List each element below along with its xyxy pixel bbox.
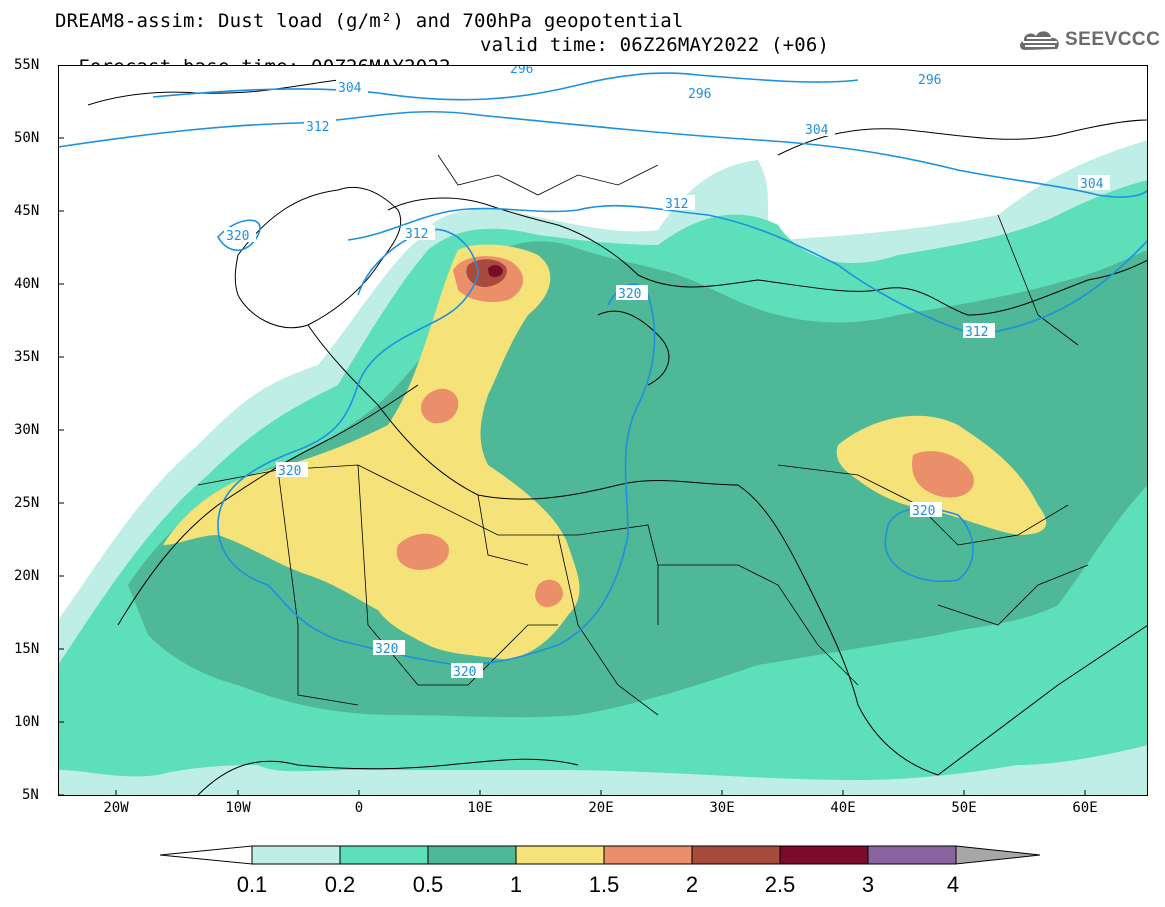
contour-label-312-b: 312: [665, 197, 688, 212]
seevccc-logo: SEEVCCC: [1017, 24, 1160, 60]
lon-label-20w: 20W: [103, 800, 129, 816]
lat-label-55n: 55N: [14, 57, 40, 73]
contour-label-296-c: 296: [918, 73, 941, 88]
logo-text: SEEVCCC: [1065, 29, 1161, 50]
lat-label-50n: 50N: [14, 130, 40, 146]
dust-map: 296 296 296 304 304 304 312 312 312 312 …: [58, 65, 1148, 796]
colorbar-label-3: 3: [861, 872, 875, 897]
colorbar-swatch-4: [515, 845, 605, 865]
map-title: DREAM8-assim: Dust load (g/m²) and 700hP…: [55, 10, 684, 32]
contour-label-296-a: 296: [510, 65, 533, 77]
colorbar-swatch-5: [603, 845, 693, 865]
contour-label-312-a: 312: [306, 120, 329, 135]
lat-label-10n: 10N: [14, 714, 40, 730]
contour-label-320-c: 320: [278, 464, 301, 479]
lon-label-10e: 10E: [467, 800, 493, 816]
lon-label-40e: 40E: [830, 800, 856, 816]
colorbar-swatch-1: [251, 845, 341, 865]
cloud-icon: [1019, 31, 1059, 50]
valid-time: valid time: 06Z26MAY2022 (+06): [480, 34, 830, 56]
contour-label-296-b: 296: [688, 87, 711, 102]
contour-label-320-a: 320: [226, 229, 249, 244]
lon-label-50e: 50E: [951, 800, 977, 816]
colorbar-swatch-2: [339, 845, 429, 865]
colorbar-label-0-5: 0.5: [412, 872, 444, 897]
lon-label-0: 0: [354, 800, 364, 816]
lat-label-30n: 30N: [14, 422, 40, 438]
colorbar-label-2-5: 2.5: [764, 872, 796, 897]
lon-label-10w: 10W: [225, 800, 251, 816]
colorbar-swatch-7: [779, 845, 869, 865]
colorbar-label-0-2: 0.2: [324, 872, 356, 897]
contour-label-320-b: 320: [618, 287, 641, 302]
lon-label-30e: 30E: [709, 800, 735, 816]
lat-label-35n: 35N: [14, 349, 40, 365]
axis-ticks: [58, 65, 1086, 796]
contour-label-320-e: 320: [453, 665, 476, 680]
contour-label-group: 296 296 296 304 304 304 312 312 312 312 …: [224, 65, 1110, 680]
contour-label-312-d: 312: [965, 325, 988, 340]
colorbar-label-1-5: 1.5: [588, 872, 620, 897]
contour-label-304-a: 304: [338, 81, 362, 96]
lat-label-5n: 5N: [22, 787, 39, 803]
colorbar-label-2: 2: [685, 872, 699, 897]
colorbar-swatch-8: [867, 845, 957, 865]
contour-label-320-f: 320: [912, 504, 935, 519]
colorbar-low-arrow: [160, 845, 253, 865]
lon-label-60e: 60E: [1072, 800, 1098, 816]
lat-label-20n: 20N: [14, 568, 40, 584]
contour-label-320-d: 320: [375, 642, 398, 657]
colorbar-swatch-6: [691, 845, 781, 865]
colorbar-label-4: 4: [946, 872, 960, 897]
colorbar-swatch-3: [427, 845, 517, 865]
lat-label-15n: 15N: [14, 641, 40, 657]
colorbar-label-1: 1: [509, 872, 523, 897]
lat-label-40n: 40N: [14, 276, 40, 292]
geopotential-contours: [58, 72, 1148, 666]
contour-label-304-b: 304: [805, 123, 829, 138]
lon-label-20e: 20E: [588, 800, 614, 816]
colorbar: [160, 845, 1041, 865]
contour-label-304-c: 304: [1080, 177, 1104, 192]
colorbar-label-0-1: 0.1: [236, 872, 268, 897]
lat-label-45n: 45N: [14, 203, 40, 219]
dust-shading: [58, 140, 1148, 796]
contour-label-312-c: 312: [405, 227, 428, 242]
lat-label-25n: 25N: [14, 495, 40, 511]
colorbar-high-arrow: [955, 845, 1041, 865]
